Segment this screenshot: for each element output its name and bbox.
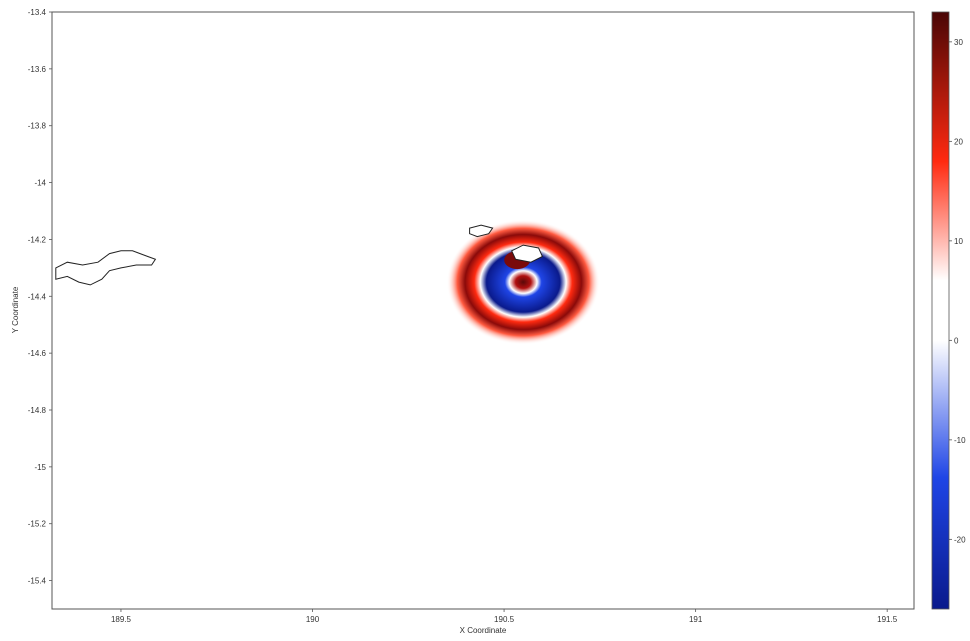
y-axis-label: Y Coordinate xyxy=(11,286,20,333)
y-tick-label: -14.6 xyxy=(28,349,47,358)
heatmap-layer xyxy=(446,219,600,345)
colorbar-tick-label: -10 xyxy=(954,436,966,445)
y-tick-label: -13.8 xyxy=(28,122,47,131)
coastline xyxy=(469,224,494,238)
y-tick-label: -14 xyxy=(34,179,46,188)
y-tick-label: -14.4 xyxy=(28,292,47,301)
colorbar-tick-label: 10 xyxy=(954,237,963,246)
y-axis: -13.4 -13.6 -13.8 -14 -14.2 -14.4 -14.6 -14.8 -1… xyxy=(28,8,52,586)
colorbar-ticks: -20 -10 0 10 20 30 xyxy=(949,38,966,544)
y-tick-label: -13.6 xyxy=(28,65,47,74)
colorbar-tick-label: 0 xyxy=(954,336,959,345)
x-tick-label: 190 xyxy=(306,615,320,624)
colorbar-tick-label: -20 xyxy=(954,535,966,544)
x-tick-label: 191 xyxy=(689,615,703,624)
coastline-layer xyxy=(55,224,544,286)
colorbar xyxy=(931,11,950,610)
x-axis-label: X Coordinate xyxy=(460,626,507,635)
plot-frame xyxy=(51,11,915,610)
y-tick-label: -15 xyxy=(34,463,46,472)
y-tick-label: -14.2 xyxy=(28,235,47,244)
y-tick-label: -15.2 xyxy=(28,520,47,529)
coastline xyxy=(511,244,544,263)
y-tick-label: -14.8 xyxy=(28,406,47,415)
y-tick-label: -15.4 xyxy=(28,577,47,586)
x-axis: 189.5 190 190.5 191 191.5 xyxy=(111,609,898,624)
vortex-anomaly xyxy=(446,219,600,345)
x-tick-label: 189.5 xyxy=(111,615,132,624)
colorbar-tick-label: 20 xyxy=(954,137,963,146)
coastline xyxy=(55,250,157,286)
y-tick-label: -13.4 xyxy=(28,8,47,17)
colorbar-tick-label: 30 xyxy=(954,38,963,47)
x-tick-label: 190.5 xyxy=(494,615,515,624)
x-tick-label: 191.5 xyxy=(877,615,898,624)
